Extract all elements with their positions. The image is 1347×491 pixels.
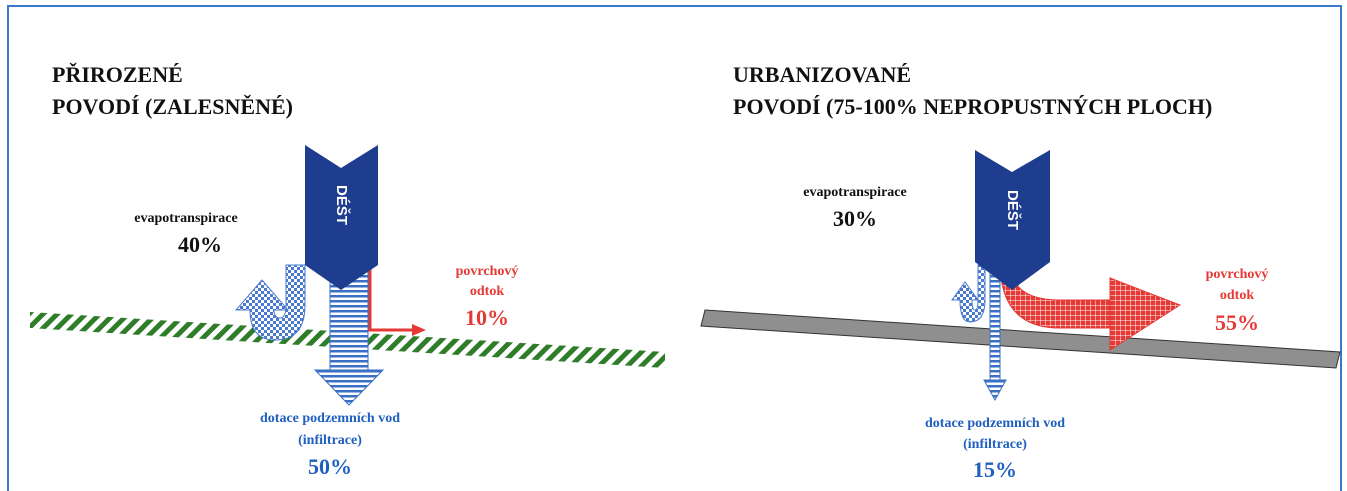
runoff-label: odtok <box>1220 288 1254 303</box>
evapotranspiration-percent: 30% <box>833 206 877 231</box>
evapotranspiration-percent: 40% <box>178 232 222 257</box>
evapotranspiration-label: evapotranspirace <box>803 185 906 200</box>
diagram: PŘIROZENÉ POVODÍ (ZALESNĚNÉ) DÉŠT evapot… <box>0 0 1347 491</box>
infiltration-percent: 15% <box>973 457 1017 482</box>
runoff-percent: 55% <box>1215 310 1259 335</box>
infiltration-label: dotace podzemních vod <box>260 411 400 426</box>
title-line: PŘIROZENÉ <box>52 62 183 87</box>
runoff-percent: 10% <box>465 305 509 330</box>
infiltration-arrow <box>990 265 1000 380</box>
runoff-label: povrchový <box>456 264 519 279</box>
infiltration-label: (infiltrace) <box>963 437 1027 452</box>
page: PŘIROZENÉ POVODÍ (ZALESNĚNÉ) DÉŠT evapot… <box>0 0 1347 491</box>
rain-label: DÉŠT <box>1004 190 1022 230</box>
runoff-label: odtok <box>470 284 504 299</box>
evapotranspiration-label: evapotranspirace <box>134 211 237 226</box>
title-line: URBANIZOVANÉ <box>733 62 911 87</box>
infiltration-percent: 50% <box>308 454 352 479</box>
runoff-label: povrchový <box>1206 267 1269 282</box>
infiltration-label: dotace podzemních vod <box>925 416 1065 431</box>
infiltration-label: (infiltrace) <box>298 433 362 448</box>
title-line: POVODÍ (75-100% NEPROPUSTNÝCH PLOCH) <box>733 94 1212 119</box>
title-line: POVODÍ (ZALESNĚNÉ) <box>52 94 293 119</box>
rain-label: DÉŠT <box>333 185 351 225</box>
